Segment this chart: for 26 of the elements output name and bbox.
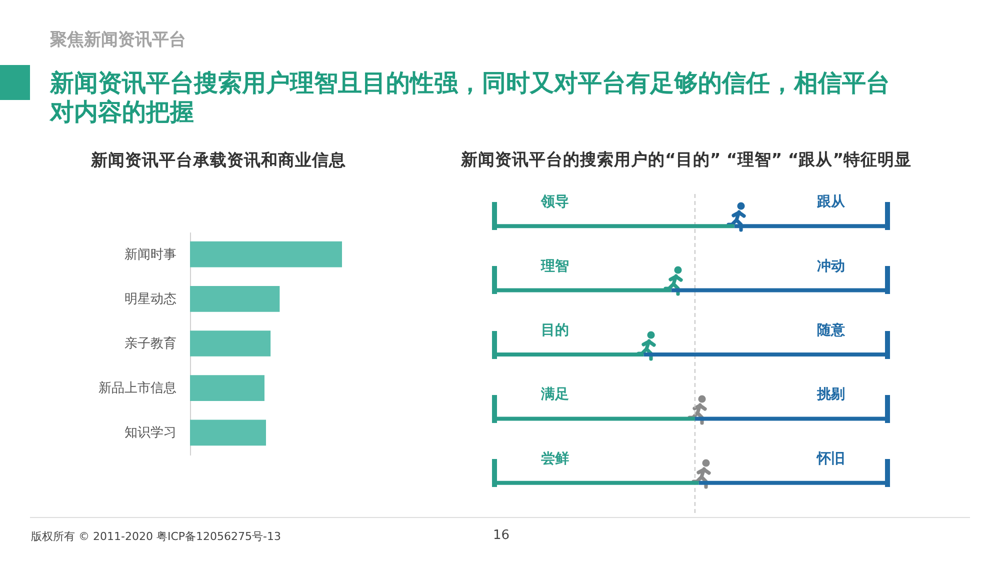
y-tick-label: 新品上市信息 (98, 381, 176, 396)
y-tick-label: 明星动态 (124, 292, 176, 307)
bar (190, 330, 271, 356)
bar (190, 375, 264, 402)
bar (190, 420, 266, 446)
text: 聚焦新闻资讯平台 (50, 30, 186, 50)
y2-tick-label: 怀旧 (816, 450, 845, 467)
chart-title: 新闻资讯平台的搜索用户的“目的” “理智” “跟从”特征明显 (460, 150, 912, 169)
text: 16 (493, 528, 510, 544)
y-tick-label: 亲子教育 (124, 336, 176, 352)
y-tick-label: 目的 (541, 322, 569, 338)
bar (190, 286, 280, 312)
chart-title: 新闻资讯平台承载资讯和商业信息 (90, 150, 346, 170)
y-tick-label: 尝鲜 (541, 450, 569, 467)
y2-tick-label: 跟从 (816, 194, 846, 210)
y-tick-label: 知识学习 (124, 426, 176, 441)
text: 版权所有 © 2011-2020 粤ICP备12056275号-13 (31, 530, 281, 543)
text: 新闻资讯平台搜索用户理智且目的性强，同时又对平台有足够的信任，相信平台对内容的把握 (50, 69, 891, 127)
y-tick-label: 新闻时事 (124, 247, 176, 262)
y-tick-label: 领导 (540, 194, 569, 210)
y-tick-label: 满足 (540, 386, 569, 403)
y-tick-label: 理智 (540, 258, 569, 274)
y2-tick-label: 冲动 (817, 258, 845, 274)
y2-tick-label: 挑剔 (816, 386, 845, 403)
y2-tick-label: 随意 (817, 322, 846, 338)
bar (190, 241, 342, 268)
